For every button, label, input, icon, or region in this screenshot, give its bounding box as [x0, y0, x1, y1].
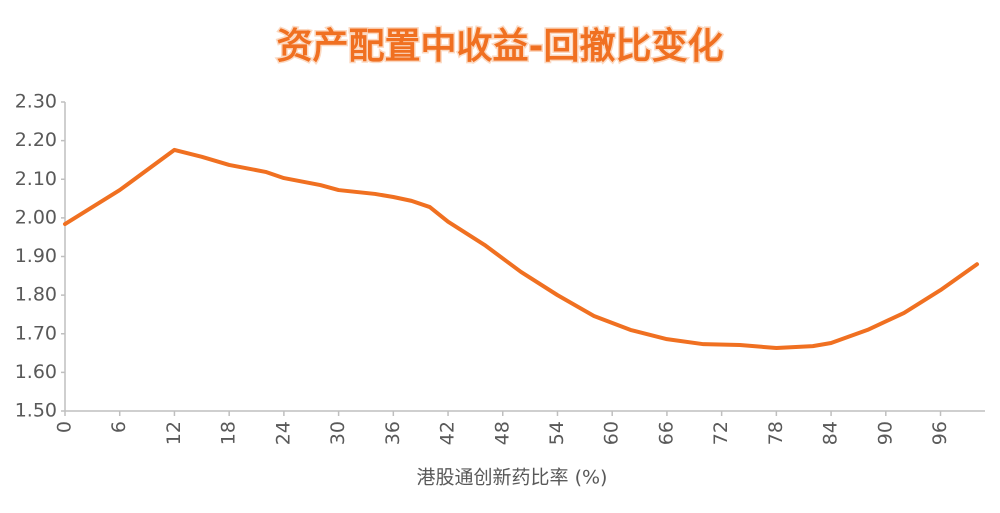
y-tick-label: 2.30 — [15, 91, 57, 113]
x-tick-label: 96 — [929, 421, 951, 445]
y-tick-label: 2.20 — [15, 129, 57, 151]
x-tick-label: 12 — [163, 421, 185, 445]
y-tick-label: 1.70 — [15, 322, 57, 344]
y-tick-label: 2.00 — [15, 206, 57, 228]
y-tick-label: 2.10 — [15, 168, 57, 190]
chart-title: 资产配置中收益-回撤比变化 — [277, 25, 724, 67]
y-tick-label: 1.90 — [15, 245, 57, 267]
x-tick-label: 66 — [655, 421, 677, 445]
line-series — [63, 147, 979, 351]
x-tick-label: 78 — [765, 421, 787, 445]
y-tick-label: 1.80 — [15, 284, 57, 306]
y-tick-label: 1.50 — [15, 400, 57, 422]
x-tick-label: 36 — [382, 421, 404, 445]
x-tick-label: 90 — [874, 421, 896, 445]
x-tick-label: 84 — [820, 421, 842, 445]
x-tick-label: 48 — [491, 421, 513, 445]
x-tick-label: 42 — [437, 421, 459, 445]
x-tick-label: 54 — [546, 421, 568, 445]
x-tick-label: 24 — [272, 421, 294, 445]
x-tick-label: 18 — [218, 421, 240, 445]
x-tick-label: 30 — [327, 421, 349, 445]
y-tick-label: 1.60 — [15, 361, 57, 383]
x-tick-label: 72 — [710, 421, 732, 445]
x-axis-label: 港股通创新药比率 (%) — [417, 467, 608, 489]
x-tick-label: 6 — [108, 421, 130, 433]
x-tick-label: 60 — [601, 421, 623, 445]
x-tick-label: 0 — [54, 421, 76, 433]
